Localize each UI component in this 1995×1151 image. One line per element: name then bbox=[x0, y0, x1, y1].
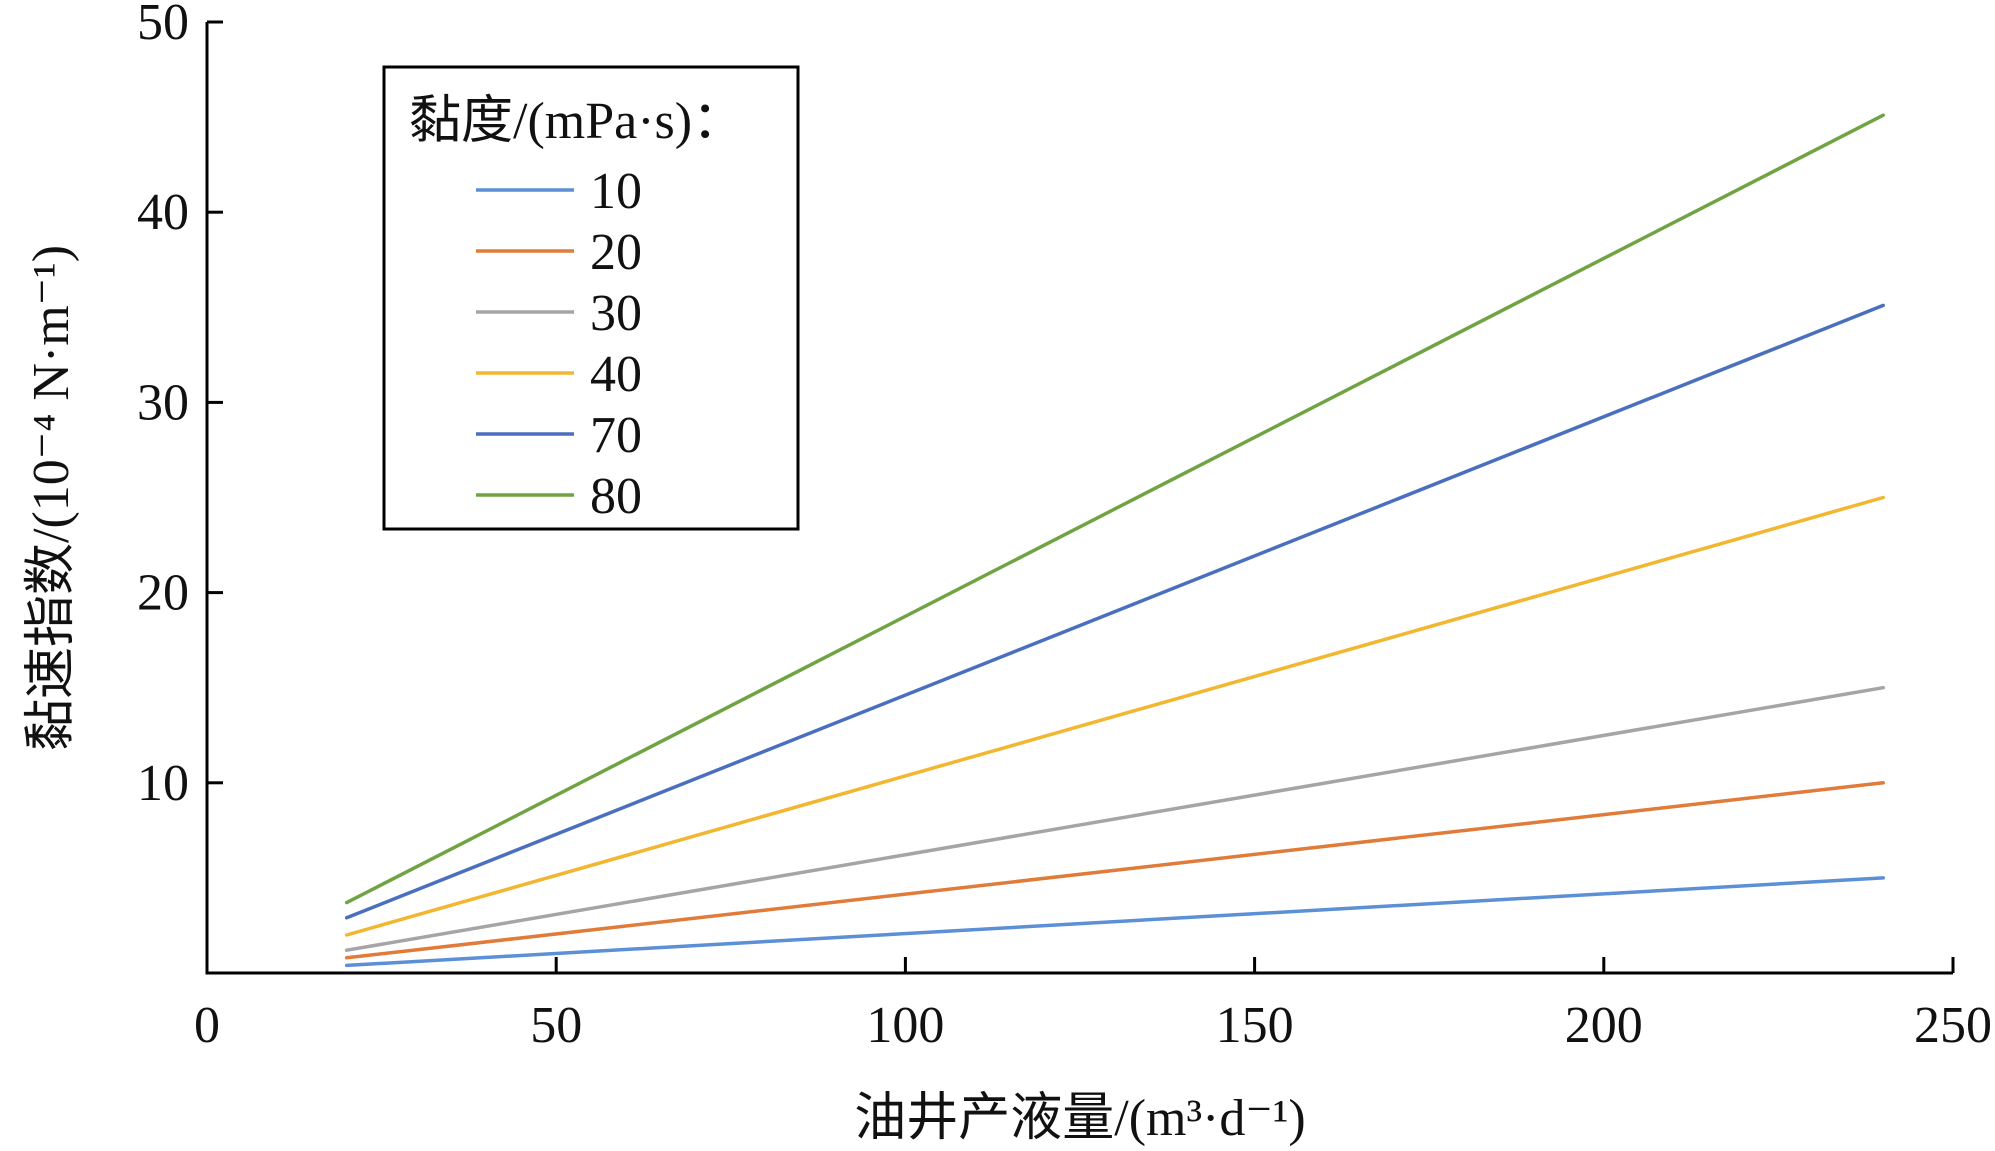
y-tick-label: 40 bbox=[137, 184, 189, 241]
y-tick-label: 30 bbox=[137, 374, 189, 431]
legend-label-80: 80 bbox=[590, 468, 642, 525]
x-tick-label: 100 bbox=[866, 997, 944, 1054]
x-axis-title: 油井产液量/(m³·d⁻¹) bbox=[854, 1090, 1305, 1147]
series-line-20 bbox=[344, 781, 1885, 960]
x-tick-label: 0 bbox=[194, 997, 220, 1054]
series-line-70 bbox=[344, 303, 1885, 920]
legend-label-10: 10 bbox=[590, 163, 642, 220]
x-tick-label: 250 bbox=[1914, 997, 1992, 1054]
y-axis-title: 黏速指数/(10⁻⁴ N·m⁻¹) bbox=[23, 245, 80, 751]
legend-label-40: 40 bbox=[590, 346, 642, 403]
x-tick-label: 150 bbox=[1216, 997, 1294, 1054]
plot-axes bbox=[205, 22, 1953, 975]
legend-label-20: 20 bbox=[590, 224, 642, 281]
x-tick-label: 200 bbox=[1565, 997, 1643, 1054]
y-tick-label: 10 bbox=[137, 755, 189, 812]
legend-title: 黏度/(mPa·s)： bbox=[409, 93, 744, 150]
series-line-30 bbox=[344, 685, 1885, 952]
series-line-10 bbox=[344, 876, 1885, 968]
plot-lines bbox=[344, 113, 1885, 968]
y-tick-label: 50 bbox=[137, 0, 189, 51]
series-line-80 bbox=[344, 113, 1885, 905]
x-tick-label: 50 bbox=[530, 997, 582, 1054]
legend-label-30: 30 bbox=[590, 285, 642, 342]
series-line-40 bbox=[344, 495, 1885, 937]
legend-label-70: 70 bbox=[590, 407, 642, 464]
y-tick-label: 20 bbox=[137, 565, 189, 622]
legend-box bbox=[382, 65, 800, 531]
